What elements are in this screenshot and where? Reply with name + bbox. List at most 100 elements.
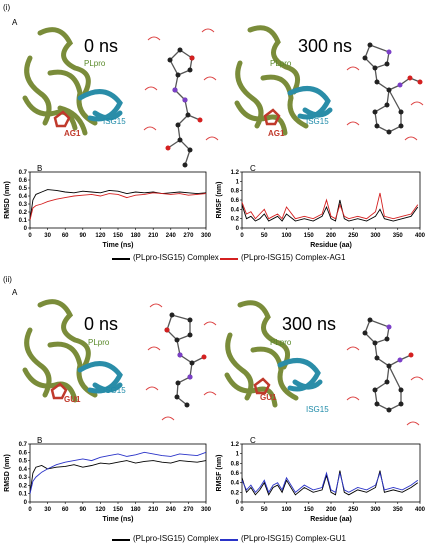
y-axis-label: RMSF (nm) [216, 182, 223, 219]
x-tick-label: 300 [370, 233, 381, 239]
x-tick-label: 100 [281, 233, 292, 239]
x-tick-label: 350 [393, 233, 404, 239]
x-tick-label: 300 [370, 507, 381, 513]
isg15-label: ISG15 [103, 386, 126, 395]
y-axis-label: RMSD (nm) [4, 181, 11, 219]
y-tick-label: 1 [236, 179, 240, 185]
ligand-interaction-diagram [145, 303, 217, 421]
y-tick-label: 0.4 [19, 467, 28, 473]
y-tick-label: 0 [236, 226, 240, 232]
y-tick-label: 0.7 [19, 170, 28, 176]
series-line-1 [29, 192, 207, 221]
x-tick-label: 250 [348, 233, 359, 239]
x-tick-label: 50 [261, 233, 268, 239]
y-axis-label: RMSF (nm) [216, 455, 223, 492]
isg15-label: ISG15 [306, 117, 329, 126]
y-tick-label: 0.3 [19, 202, 28, 208]
x-tick-label: 200 [326, 507, 337, 513]
x-tick-label: 400 [415, 233, 426, 239]
y-axis-label: RMSD (nm) [4, 454, 11, 492]
plot-frame [29, 171, 207, 229]
plpro-label: PLpro [270, 59, 292, 68]
subpanel-c-label: C [250, 436, 256, 445]
y-tick-label: 0.3 [19, 475, 28, 481]
series-line-0 [29, 189, 207, 221]
series-line-1 [29, 451, 207, 494]
x-tick-label: 270 [183, 507, 194, 513]
ligand-label: AG1 [64, 129, 81, 138]
y-tick-label: 0 [236, 500, 240, 506]
y-tick-label: 1.2 [231, 170, 240, 176]
series-line-1 [241, 192, 419, 220]
y-tick-label: 0.2 [19, 483, 28, 489]
y-tick-label: 0.6 [231, 471, 240, 477]
series-line-1 [241, 471, 419, 494]
x-tick-label: 0 [28, 507, 32, 513]
y-tick-label: 0.6 [231, 198, 240, 204]
x-axis-label: Time (ns) [103, 242, 134, 249]
y-tick-label: 0.4 [231, 207, 240, 213]
x-tick-label: 240 [166, 233, 177, 239]
x-tick-label: 50 [261, 507, 268, 513]
ligand-label: AG1 [268, 129, 285, 138]
rmsf-chart-i: 0 50 100 150 200 250 300 350 400 0 0.2 0.4 0.6 0.8 1 1.… [216, 170, 426, 249]
x-tick-label: 150 [304, 233, 315, 239]
panel-ii-label: (ii) [3, 275, 12, 284]
y-tick-label: 0 [24, 500, 28, 506]
subpanel-a-label: A [12, 18, 18, 27]
x-tick-label: 210 [148, 233, 159, 239]
series-line-0 [241, 199, 419, 222]
ligand-label: GU1 [64, 395, 81, 404]
y-tick-label: 0.6 [19, 450, 28, 456]
x-tick-label: 150 [113, 233, 124, 239]
legend-swatch-black [112, 258, 130, 260]
legend-swatch-red [220, 258, 238, 260]
x-tick-label: 150 [304, 507, 315, 513]
time-label-0ns: 0 ns [84, 314, 119, 334]
plot-frame [241, 443, 421, 503]
x-tick-label: 300 [201, 233, 212, 239]
y-tick-label: 0.5 [19, 186, 28, 192]
y-tick-label: 0 [24, 226, 28, 232]
legend-swatch-blue [220, 539, 238, 541]
y-tick-label: 0.4 [231, 481, 240, 487]
y-tick-label: 0.1 [19, 492, 28, 498]
isg15-label: ISG15 [103, 117, 126, 126]
x-tick-label: 210 [148, 507, 159, 513]
ligand-interaction-diagram [346, 317, 424, 426]
plpro-label: PLpro [88, 338, 110, 347]
y-tick-label: 0.1 [19, 218, 28, 224]
legend-label-black: (PLpro-ISG15) Complex [133, 534, 219, 543]
x-tick-label: 180 [131, 233, 142, 239]
y-tick-label: 0.6 [19, 178, 28, 184]
y-tick-label: 0.7 [19, 442, 28, 448]
legend-label-red: (PLpro-ISG15) Complex-AG1 [241, 253, 346, 262]
y-tick-label: 0.5 [19, 459, 28, 465]
subpanel-c-label: C [250, 164, 256, 173]
x-tick-label: 0 [240, 233, 244, 239]
y-tick-label: 1.2 [231, 442, 240, 448]
protein-structure-image [22, 299, 123, 403]
x-axis-label: Time (ns) [103, 516, 134, 523]
ligand-interaction-diagram [143, 28, 219, 168]
subpanel-b-label: B [37, 164, 43, 173]
protein-structure-image [22, 27, 123, 136]
y-tick-label: 0.4 [19, 194, 28, 200]
legend-swatch-black [112, 539, 130, 541]
x-tick-label: 150 [113, 507, 124, 513]
x-tick-label: 300 [201, 507, 212, 513]
isg15-label: ISG15 [306, 405, 329, 414]
x-tick-label: 30 [44, 233, 51, 239]
plot-frame [241, 171, 421, 229]
protein-structure-image [224, 300, 323, 408]
x-axis-label: Residue (aa) [310, 242, 352, 249]
plpro-label: PLpro [270, 338, 292, 347]
x-axis-label: Residue (aa) [310, 516, 352, 523]
legend-label-black: (PLpro-ISG15) Complex [133, 253, 219, 262]
plpro-label: PLpro [84, 59, 106, 68]
x-tick-label: 120 [95, 233, 106, 239]
y-tick-label: 0.8 [231, 189, 240, 195]
x-tick-label: 200 [326, 233, 337, 239]
x-tick-label: 240 [166, 507, 177, 513]
y-tick-label: 0.8 [231, 461, 240, 467]
